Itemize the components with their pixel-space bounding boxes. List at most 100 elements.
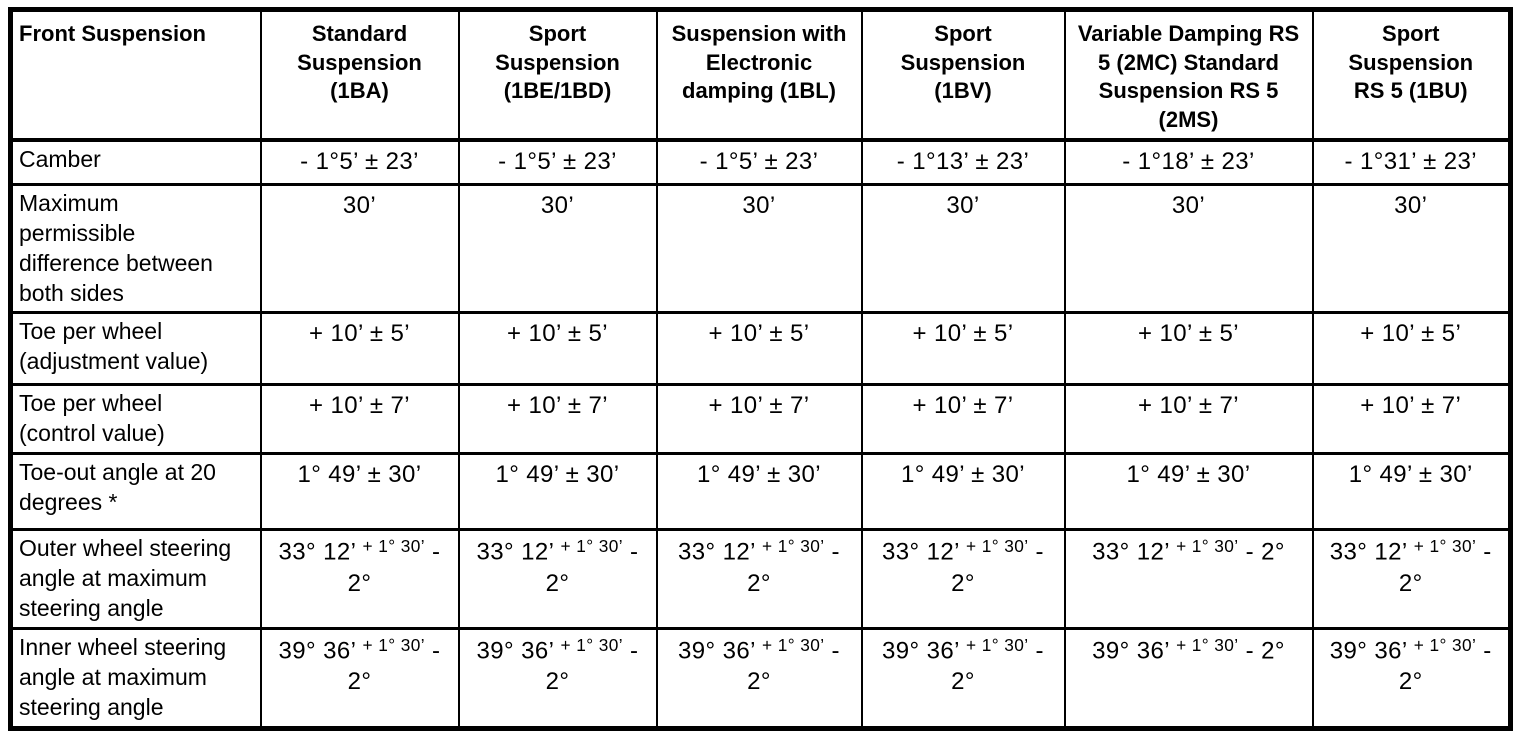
value-cell: + 10’ ± 5’ — [655, 311, 863, 387]
value-cell: 30’ — [860, 182, 1066, 315]
value-tolerance-upper: + 1° 30’ — [762, 536, 825, 557]
table-row: Toe per wheel (control value) + 10’ ± 7’ +… — [9, 383, 1512, 456]
column-header: Suspension with Electronic damping (1BL) — [655, 8, 863, 143]
value-cell: 33° 12’ + 1° 30’ - 2° — [259, 528, 460, 630]
value-cell: + 10’ ± 5’ — [259, 311, 460, 387]
value-cell: + 10’ ± 7’ — [1063, 383, 1314, 456]
value-cell: + 10’ ± 7’ — [259, 383, 460, 456]
value-cell: 30’ — [655, 182, 863, 315]
value-main: 39° 36’ — [278, 637, 356, 665]
value-cell: + 10’ ± 7’ — [1311, 383, 1512, 456]
value-tolerance-upper: + 1° 30’ — [762, 634, 825, 655]
value-tolerance-upper: + 1° 30’ — [362, 536, 425, 557]
value-cell: 30’ — [1063, 182, 1314, 315]
value-tolerance-lower: - 2° — [747, 637, 840, 696]
table-row: Toe-out angle at 20 degrees * 1° 49’ ± 30… — [9, 452, 1512, 532]
value-main: 39° 36’ — [1329, 637, 1408, 665]
row-label: Camber — [9, 138, 262, 186]
row-label: Maximum permissible difference between b… — [9, 182, 262, 315]
corner-header-front-suspension: Front Suspension — [9, 8, 262, 143]
value-cell: 1° 49’ ± 30’ — [655, 452, 863, 532]
column-header: Variable Damping RS 5 (2MC) Standard Sus… — [1063, 8, 1314, 143]
value-tolerance-lower: - 2° — [545, 538, 639, 597]
value-main: 39° 36’ — [678, 637, 756, 665]
value-tolerance-upper: + 1° 30’ — [560, 536, 623, 557]
table-row: Camber - 1°5’ ± 23’ - 1°5’ ± 23’ - 1°5’ ± 2… — [9, 138, 1512, 186]
value-cell: 30’ — [457, 182, 658, 315]
value-cell: 1° 49’ ± 30’ — [860, 452, 1066, 532]
row-label: Outer wheel steering angle at maximum st… — [9, 528, 262, 630]
value-cell: - 1°18’ ± 23’ — [1063, 138, 1314, 186]
value-tolerance-upper: + 1° 30’ — [1413, 634, 1477, 655]
value-cell: 39° 36’ + 1° 30’ - 2° — [1311, 626, 1512, 730]
value-cell: 33° 12’ + 1° 30’ - 2° — [457, 528, 658, 630]
value-tolerance-lower: - 2° — [347, 637, 441, 696]
value-cell: + 10’ ± 5’ — [1063, 311, 1314, 387]
value-tolerance-lower: - 2° — [347, 538, 441, 597]
value-tolerance-upper: + 1° 30’ — [1176, 536, 1239, 557]
value-cell: 39° 36’ + 1° 30’ - 2° — [860, 626, 1066, 730]
row-label: Toe per wheel (control value) — [9, 383, 262, 456]
value-tolerance-lower: - 2° — [545, 637, 639, 696]
front-suspension-spec-table: Front Suspension Standard Suspension (1B… — [8, 7, 1513, 731]
value-cell: - 1°13’ ± 23’ — [860, 138, 1066, 186]
value-main: 33° 12’ — [1092, 538, 1170, 566]
value-main: 39° 36’ — [882, 637, 960, 665]
value-main: 33° 12’ — [882, 538, 960, 566]
value-cell: 39° 36’ + 1° 30’ - 2° — [655, 626, 863, 730]
table-row: Maximum permissible difference between b… — [9, 182, 1512, 315]
column-header: Sport Suspension (1BE/1BD) — [457, 8, 658, 143]
value-tolerance-lower: - 2° — [951, 637, 1044, 696]
value-cell: 33° 12’ + 1° 30’ - 2° — [655, 528, 863, 630]
value-tolerance-lower: - 2° — [747, 538, 840, 597]
value-cell: - 1°31’ ± 23’ — [1311, 138, 1512, 186]
value-tolerance-upper: + 1° 30’ — [1413, 536, 1477, 557]
value-tolerance-upper: + 1° 30’ — [362, 634, 425, 655]
value-cell: + 10’ ± 5’ — [1311, 311, 1512, 387]
value-cell: 33° 12’ + 1° 30’ - 2° — [1311, 528, 1512, 630]
value-main: 33° 12’ — [278, 538, 356, 566]
value-cell: 39° 36’ + 1° 30’ - 2° — [457, 626, 658, 730]
value-tolerance-upper: + 1° 30’ — [560, 634, 623, 655]
value-cell: 1° 49’ ± 30’ — [259, 452, 460, 532]
value-main: 33° 12’ — [1329, 538, 1408, 566]
value-cell: + 10’ ± 7’ — [655, 383, 863, 456]
value-main: 39° 36’ — [476, 637, 554, 665]
table-row: Inner wheel steering angle at maximum st… — [9, 626, 1512, 730]
value-tolerance-lower: - 2° — [1245, 637, 1285, 665]
row-label: Toe per wheel (adjustment value) — [9, 311, 262, 387]
value-main: 33° 12’ — [678, 538, 756, 566]
value-cell: + 10’ ± 7’ — [860, 383, 1066, 456]
table-row: Toe per wheel (adjustment value) + 10’ ± … — [9, 311, 1512, 387]
header-row: Front Suspension Standard Suspension (1B… — [9, 8, 1512, 143]
value-cell: 1° 49’ ± 30’ — [1063, 452, 1314, 532]
row-label: Toe-out angle at 20 degrees * — [9, 452, 262, 532]
value-tolerance-upper: + 1° 30’ — [1176, 634, 1239, 655]
value-tolerance-upper: + 1° 30’ — [966, 634, 1029, 655]
value-cell: 33° 12’ + 1° 30’ - 2° — [860, 528, 1066, 630]
value-cell: 39° 36’ + 1° 30’ - 2° — [259, 626, 460, 730]
value-cell: + 10’ ± 5’ — [860, 311, 1066, 387]
value-main: 39° 36’ — [1092, 637, 1170, 665]
row-label: Inner wheel steering angle at maximum st… — [9, 626, 262, 730]
value-tolerance-lower: - 2° — [1245, 538, 1285, 566]
value-tolerance-lower: - 2° — [1398, 637, 1492, 696]
value-cell: 1° 49’ ± 30’ — [457, 452, 658, 532]
value-cell: 33° 12’ + 1° 30’ - 2° — [1063, 528, 1314, 630]
value-cell: 30’ — [259, 182, 460, 315]
value-cell: + 10’ ± 7’ — [457, 383, 658, 456]
value-cell: + 10’ ± 5’ — [457, 311, 658, 387]
value-cell: 1° 49’ ± 30’ — [1311, 452, 1512, 532]
value-main: 33° 12’ — [476, 538, 554, 566]
value-tolerance-lower: - 2° — [951, 538, 1044, 597]
column-header: Sport Suspension (1BV) — [860, 8, 1066, 143]
value-cell: - 1°5’ ± 23’ — [655, 138, 863, 186]
value-cell: 39° 36’ + 1° 30’ - 2° — [1063, 626, 1314, 730]
value-tolerance-upper: + 1° 30’ — [966, 536, 1029, 557]
value-tolerance-lower: - 2° — [1398, 538, 1492, 597]
column-header: Sport Suspension RS 5 (1BU) — [1311, 8, 1512, 143]
column-header: Standard Suspension (1BA) — [259, 8, 460, 143]
value-cell: - 1°5’ ± 23’ — [457, 138, 658, 186]
table-body: Camber - 1°5’ ± 23’ - 1°5’ ± 23’ - 1°5’ ± 2… — [9, 138, 1512, 730]
